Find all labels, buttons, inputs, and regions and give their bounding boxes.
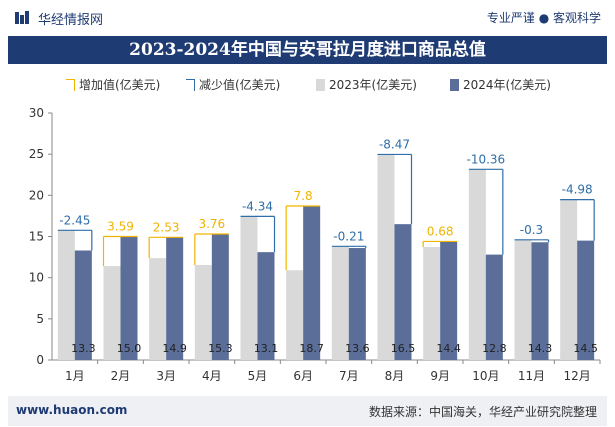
bar-2024 [485,254,503,360]
decrease-value-label: -2.45 [59,213,90,227]
data-label-2024: 15.0 [117,342,142,355]
data-label-2024: 12.8 [482,342,507,355]
data-label-2024: 14.4 [436,342,461,355]
bar-2023 [331,246,349,360]
bar-2024 [440,241,458,360]
y-tick-label: 25 [29,147,44,161]
legend-label-2024: 2024年(亿美元) [463,78,551,92]
x-tick-label: 2月 [111,369,131,383]
bar-2023 [57,230,75,360]
x-tick-label: 9月 [430,369,450,383]
x-tick-label: 7月 [339,369,359,383]
legend-swatch-decrease [186,78,195,91]
bar-2023 [194,264,212,360]
x-tick-label: 6月 [293,369,313,383]
bar-2023 [560,199,578,360]
legend-swatch-2024 [450,78,459,91]
bar-2024 [531,242,549,360]
x-tick-label: 1月 [65,369,85,383]
x-tick-label: 5月 [248,369,268,383]
y-tick-label: 5 [36,312,44,326]
decrease-value-label: -0.21 [333,229,364,243]
legend: 增加值(亿美元) 减少值(亿美元) 2023年(亿美元) 2024年(亿美元) [0,72,615,92]
increase-value-label: 2.53 [153,220,180,234]
decrease-value-label: -10.36 [466,152,505,166]
footer: www.huaon.com 数据来源：中国海关，华经产业研究院整理 [8,396,607,426]
x-tick-label: 8月 [385,369,405,383]
x-tick-label: 11月 [518,369,545,383]
data-label-2024: 18.7 [299,342,324,355]
huajing-logo-icon [15,11,29,24]
x-tick-label: 3月 [156,369,176,383]
bar-2024 [166,237,184,360]
bar-2024 [257,252,275,360]
bar-2023 [240,216,258,360]
legend-label-2023: 2023年(亿美元) [329,78,417,92]
slogan: 专业严谨 ● 客观科学 [486,11,601,25]
legend-item-increase: 增加值(亿美元) [66,76,160,93]
bar-2024 [577,240,595,360]
data-label-2024: 14.5 [573,342,598,355]
x-tick-label: 10月 [472,369,499,383]
legend-item-decrease: 减少值(亿美元) [186,76,280,93]
legend-label-decrease: 减少值(亿美元) [199,78,281,92]
x-tick-label: 12月 [564,369,591,383]
bar-2023 [468,169,486,360]
data-source: 数据来源：中国海关，华经产业研究院整理 [368,405,597,419]
bar-2024 [120,236,138,360]
website-link[interactable]: www.huaon.com [16,403,128,417]
legend-swatch-2023 [316,78,325,91]
data-label-2024: 14.3 [528,342,553,355]
data-label-2024: 16.5 [391,342,416,355]
legend-item-2024: 2024年(亿美元) [450,76,551,93]
increase-value-label: 0.68 [427,224,454,238]
data-label-2024: 13.6 [345,342,370,355]
legend-label-increase: 增加值(亿美元) [79,78,161,92]
increase-value-label: 3.59 [107,220,134,234]
legend-swatch-increase [66,78,75,91]
data-label-2024: 14.9 [162,342,187,355]
site-name: 华经情报网 [38,13,104,28]
increase-value-label: 7.8 [294,189,313,203]
bar-2024 [211,234,229,360]
bar-2023 [514,239,532,360]
bar-2024 [394,224,412,360]
bar-2024 [348,248,366,360]
y-tick-label: 10 [29,271,44,285]
bar-2023 [423,247,441,360]
decrease-value-label: -0.3 [520,223,543,237]
y-tick-label: 15 [29,230,44,244]
y-tick-label: 20 [29,188,44,202]
bar-2024 [303,206,321,360]
data-label-2024: 15.3 [208,342,233,355]
legend-item-2023: 2023年(亿美元) [316,76,417,93]
bar-2023 [377,154,395,360]
decrease-value-label: -4.98 [562,183,593,197]
bar-2024 [74,250,92,360]
bar-2023 [286,270,304,360]
decrease-value-label: -4.34 [242,199,273,213]
data-label-2024: 13.1 [254,342,279,355]
top-bar: 华经情报网 专业严谨 ● 客观科学 [0,0,615,36]
data-label-2024: 13.3 [71,342,96,355]
decrease-value-label: -8.47 [379,137,410,151]
y-tick-label: 0 [36,353,44,367]
bar-2023 [149,258,167,360]
y-tick-label: 30 [29,106,44,120]
increase-value-label: 3.76 [198,217,225,231]
chart-title: 2023-2024年中国与安哥拉月度进口商品总值 [8,36,607,64]
bar-2023 [103,266,121,360]
x-tick-label: 4月 [202,369,222,383]
